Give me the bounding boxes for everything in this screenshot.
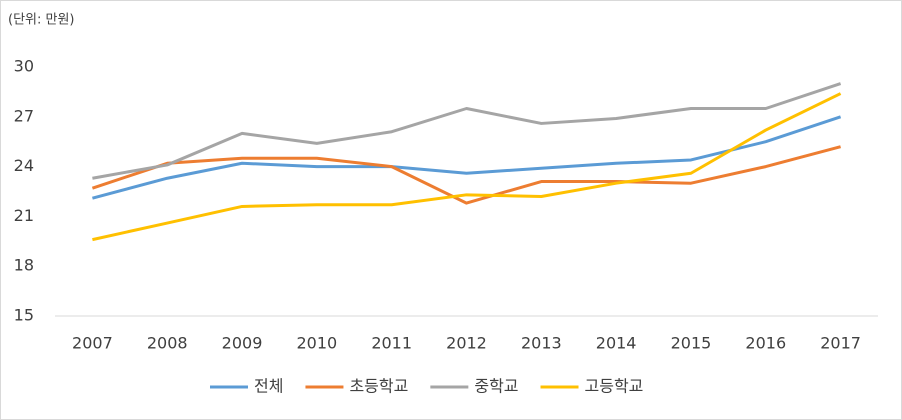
x-tick-label: 2016: [745, 334, 786, 353]
legend-label: 전체: [254, 377, 283, 396]
legend-label: 중학교: [474, 377, 518, 396]
x-tick-label: 2010: [297, 334, 338, 353]
y-tick-label: 18: [14, 256, 34, 275]
y-tick-label: 15: [14, 306, 34, 325]
y-tick-label: 24: [14, 156, 34, 175]
x-tick-label: 2014: [596, 334, 637, 353]
legend-label: 고등학교: [585, 377, 644, 396]
legend-label: 초등학교: [349, 377, 408, 396]
series-line: [92, 82, 842, 180]
y-tick-label: 27: [14, 106, 34, 125]
y-tick-label: 30: [14, 57, 34, 76]
series-line: [92, 115, 842, 200]
series-line: [92, 92, 842, 242]
y-tick-label: 21: [14, 206, 34, 225]
x-tick-label: 2017: [820, 334, 861, 353]
x-tick-label: 2009: [222, 334, 263, 353]
x-tick-label: 2011: [371, 334, 412, 353]
x-tick-label: 2013: [521, 334, 562, 353]
x-tick-label: 2007: [72, 334, 113, 353]
unit-annotation: (단위: 만원): [8, 13, 75, 28]
series-line: [91, 145, 841, 205]
x-tick-label: 2015: [671, 334, 712, 353]
x-tick-label: 2008: [147, 334, 188, 353]
x-tick-label: 2012: [446, 334, 487, 353]
